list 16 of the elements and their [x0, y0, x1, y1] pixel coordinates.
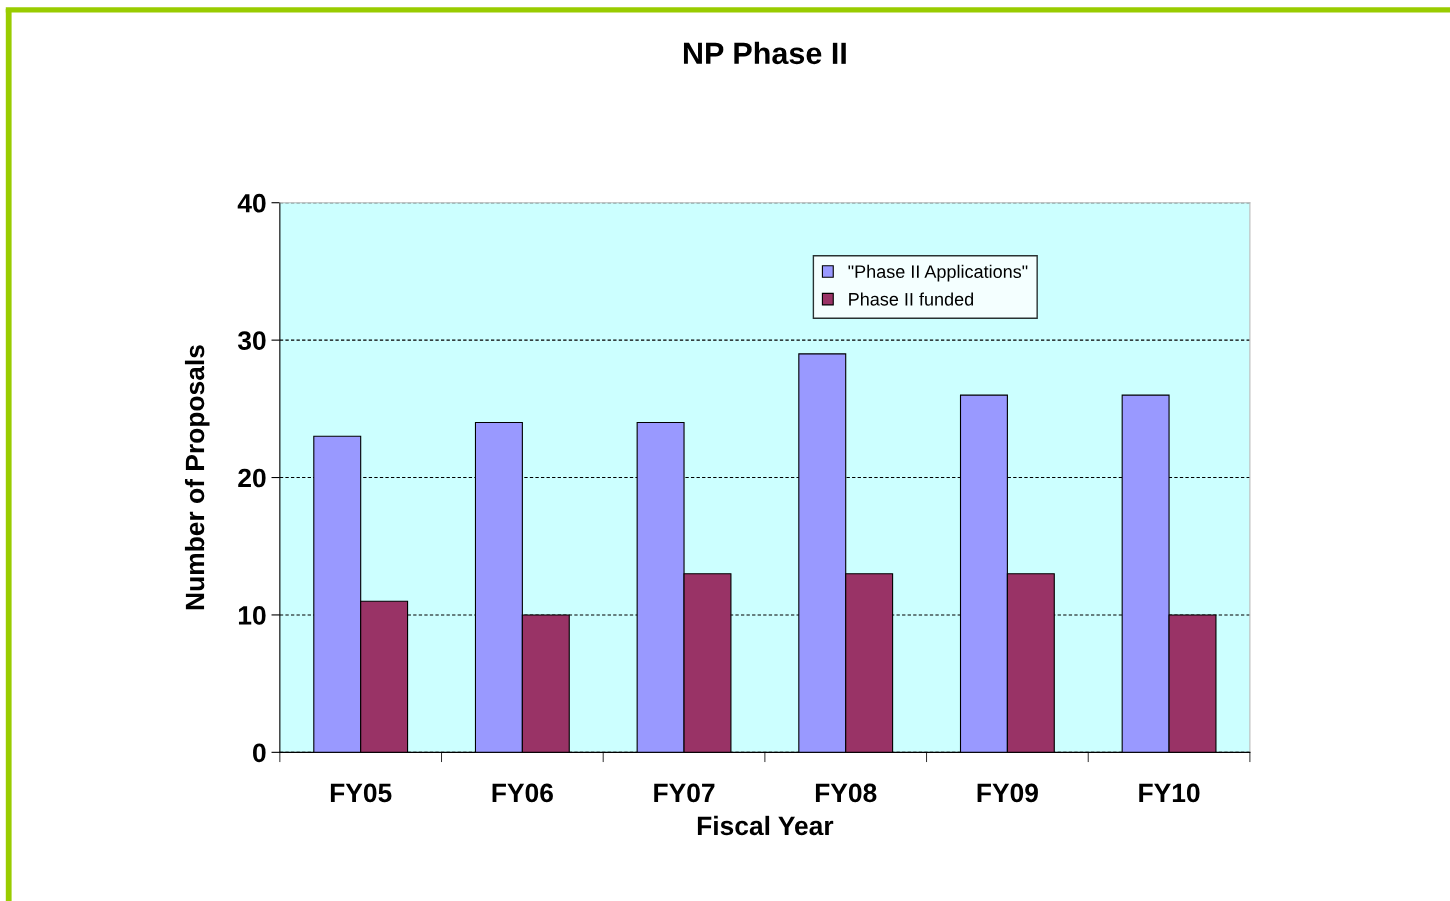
- x-tick-label: FY09: [977, 783, 1038, 803]
- chart-title: NP Phase II: [683, 41, 846, 65]
- y-tick-label: 20: [238, 468, 266, 488]
- x-tick-label: FY08: [815, 783, 877, 803]
- legend-label: Phase II funded: [849, 292, 974, 306]
- y-tick-label: 10: [238, 606, 266, 625]
- y-tick-label: 40: [237, 193, 266, 213]
- x-tick-label: FY10: [1139, 783, 1200, 803]
- x-tick-label: FY06: [492, 783, 553, 803]
- y-tick-label: 0: [253, 743, 266, 763]
- x-tick-label: FY07: [654, 783, 715, 803]
- x-tick-label: FY05: [330, 783, 392, 803]
- legend-label: "Phase II Applications": [848, 264, 1028, 282]
- y-tick-label: 30: [237, 331, 266, 350]
- y-axis-title: Number of Proposals: [184, 345, 210, 610]
- x-axis-title: Fiscal Year: [697, 815, 834, 836]
